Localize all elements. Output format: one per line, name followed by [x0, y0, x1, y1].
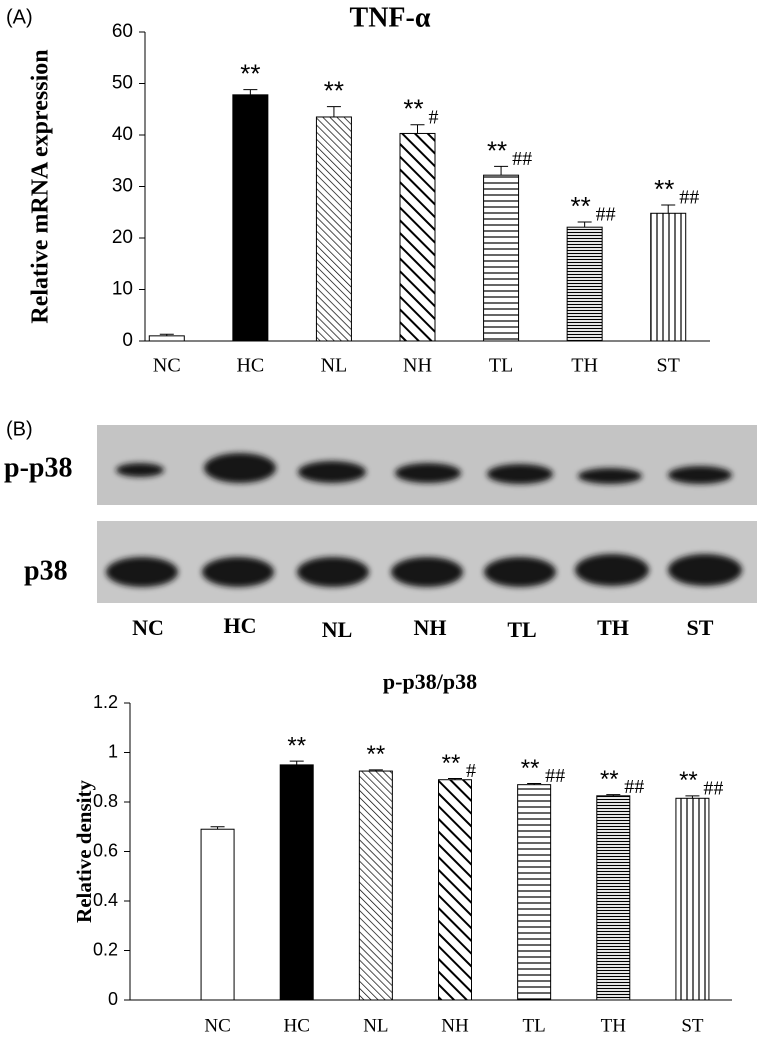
x-tick-label: NC: [204, 1015, 230, 1036]
y-tick-label: 30: [112, 176, 133, 197]
error-bar: [527, 782, 542, 785]
significance-stars: **: [600, 766, 619, 793]
blot-row-label: p38: [24, 555, 68, 586]
y-tick-label: 50: [112, 73, 133, 94]
significance-hashes: ##: [596, 204, 616, 226]
error-bar: [159, 333, 174, 336]
error-bar: [448, 777, 462, 780]
x-tick-label: NL: [321, 355, 348, 377]
x-tick-label: HC: [284, 1015, 310, 1036]
bar: [483, 174, 520, 342]
error-bar: [661, 204, 676, 214]
panel-label: (A): [6, 6, 33, 28]
significance-stars: **: [287, 733, 306, 760]
lane-label: TL: [507, 617, 536, 642]
bar: [675, 797, 710, 1001]
lane-label: NH: [414, 615, 447, 640]
significance-hashes: ##: [545, 765, 565, 787]
x-tick-label: TH: [571, 355, 598, 377]
significance-stars: **: [487, 135, 507, 165]
x-tick-label: HC: [236, 355, 264, 377]
bar: [279, 764, 314, 1001]
bar: [399, 132, 436, 342]
significance-hashes: ##: [703, 777, 723, 799]
bar: [358, 770, 393, 1001]
y-tick-label: 1: [108, 741, 118, 761]
x-tick-label: TH: [601, 1015, 627, 1036]
x-tick-label: TL: [523, 1015, 546, 1036]
lane-label: ST: [687, 615, 714, 640]
western-blot: p-p38 p38 NC HC NL NH TL TH ST: [4, 425, 757, 642]
x-tick-label: NL: [363, 1015, 388, 1036]
error-bar: [685, 795, 700, 799]
significance-stars: **: [403, 94, 423, 124]
y-tick-label: 0.8: [93, 791, 118, 811]
lane-label: TH: [597, 615, 629, 640]
x-tick-label: NC: [153, 355, 181, 377]
y-tick-label: 0.4: [93, 890, 118, 910]
y-axis-label: Relative mRNA expression: [28, 49, 54, 323]
error-bar: [326, 106, 341, 117]
y-axis-label: Relative density: [72, 780, 96, 923]
y-tick-label: 10: [112, 279, 133, 300]
bar: [596, 795, 631, 1001]
error-bar: [606, 794, 621, 796]
lane-label: HC: [224, 613, 257, 638]
error-bar: [494, 165, 509, 176]
bar: [315, 116, 352, 342]
chart-title: TNF-α: [350, 2, 431, 33]
significance-hashes: ##: [512, 148, 532, 170]
error-bar: [243, 89, 258, 95]
lane-label: NL: [322, 617, 353, 642]
bar: [438, 779, 472, 1001]
significance-stars: **: [442, 750, 461, 777]
error-bar: [410, 124, 425, 134]
significance-stars: **: [654, 174, 674, 204]
significance-hashes: #: [429, 106, 439, 128]
x-tick-label: ST: [657, 355, 680, 377]
lane-label: NC: [132, 615, 164, 640]
y-tick-label: 0.2: [93, 939, 118, 959]
bar: [200, 828, 235, 1001]
y-tick-label: 0: [108, 989, 118, 1009]
panel-label: (B): [6, 418, 33, 440]
x-tick-label: TL: [489, 355, 513, 377]
y-tick-label: 1.2: [93, 692, 118, 712]
bar: [148, 335, 185, 342]
significance-stars: **: [240, 59, 260, 89]
significance-stars: **: [571, 191, 591, 221]
significance-stars: **: [679, 767, 698, 794]
significance-stars: **: [324, 76, 344, 106]
significance-hashes: ##: [679, 187, 699, 209]
error-bar: [210, 826, 225, 830]
x-tick-label: NH: [441, 1015, 469, 1036]
significance-stars: **: [367, 741, 386, 768]
y-tick-label: 40: [112, 124, 133, 145]
significance-hashes: #: [466, 760, 476, 782]
blot-bands: [106, 453, 742, 587]
error-bar: [577, 221, 592, 228]
y-tick-label: 60: [112, 21, 133, 42]
y-tick-label: 0: [122, 330, 133, 351]
bar: [232, 94, 269, 342]
error-bar: [368, 769, 383, 772]
blot-row-label: p-p38: [4, 452, 72, 483]
y-tick-label: 0.6: [93, 840, 118, 860]
x-tick-label: ST: [681, 1015, 704, 1036]
error-bar: [289, 760, 304, 765]
bar: [566, 226, 603, 342]
significance-stars: **: [521, 755, 540, 782]
bar: [650, 212, 687, 342]
x-tick-label: NH: [403, 355, 432, 377]
significance-hashes: ##: [624, 776, 644, 798]
y-tick-label: 20: [112, 227, 133, 248]
chart-title: p-p38/p38: [383, 669, 477, 694]
bar: [517, 784, 552, 1001]
